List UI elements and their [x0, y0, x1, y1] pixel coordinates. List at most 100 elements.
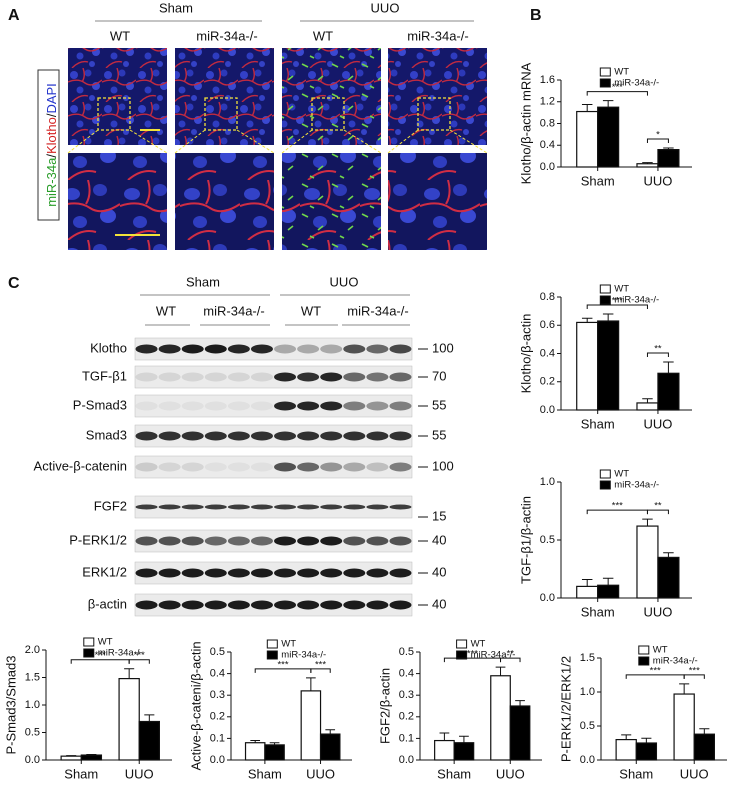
bar — [264, 744, 285, 761]
blot-band — [297, 568, 320, 578]
blot-band — [250, 536, 273, 546]
bar — [597, 106, 620, 168]
y-tick-label: 1.0 — [25, 699, 40, 711]
significance-label: *** — [134, 650, 145, 661]
blot-band — [227, 431, 250, 441]
blot-band — [158, 536, 181, 546]
blot-band — [343, 568, 366, 578]
significance-label: *** — [277, 659, 288, 670]
blot-band — [204, 462, 227, 472]
blot-band — [158, 372, 181, 382]
error-bar — [144, 714, 155, 722]
bar — [597, 320, 620, 411]
error-bar — [325, 729, 336, 735]
blot-band — [320, 600, 343, 610]
x-tick-label: Sham — [581, 604, 615, 619]
y-axis-label: FGF2/β-actin — [377, 668, 392, 744]
significance-label: *** — [650, 665, 661, 676]
y-tick-label: 0.0 — [25, 754, 40, 766]
blot-label: FGF2 — [94, 498, 127, 513]
micrograph — [388, 153, 487, 250]
group-label: UUO — [330, 274, 359, 289]
x-tick-label: Sham — [437, 766, 471, 781]
blot-band — [274, 600, 297, 610]
significance-bracket — [586, 91, 648, 96]
blot-strip — [134, 529, 413, 553]
zoom-guide — [236, 129, 275, 154]
blot-band — [343, 431, 366, 441]
zoom-guide — [449, 129, 488, 154]
blot-band — [343, 344, 366, 354]
zoom-guide — [174, 129, 206, 154]
y-tick-label: 0.0 — [399, 754, 414, 766]
blot-strip — [134, 455, 413, 479]
blot-band — [297, 344, 320, 354]
zoom-box — [204, 97, 238, 131]
y-tick-label: 0.0 — [210, 754, 225, 766]
column-label: miR-34a-/- — [347, 303, 408, 318]
y-tick-label: 1.0 — [540, 476, 555, 488]
blot-band — [320, 568, 343, 578]
significance-bracket — [683, 674, 705, 679]
y-tick-label: 0.2 — [210, 711, 225, 723]
error-bar — [515, 700, 525, 706]
marker-size: 100 — [432, 340, 454, 355]
blot-band — [158, 568, 181, 578]
legend-swatch — [266, 639, 278, 649]
blot-band — [274, 504, 297, 510]
error-bar — [439, 732, 450, 741]
zoom-box — [97, 97, 131, 131]
bar — [138, 720, 161, 761]
y-tick-label: 0.3 — [399, 689, 414, 701]
legend-swatch — [456, 650, 468, 660]
significance-label: ** — [507, 649, 515, 660]
y-tick-label: 1.5 — [25, 671, 40, 683]
zoom-guide — [67, 129, 99, 154]
blot-band — [135, 600, 158, 610]
marker-size: 40 — [432, 564, 446, 579]
bar — [636, 525, 659, 599]
column-label: miR-34a-/- — [407, 28, 468, 43]
blot-band — [389, 536, 412, 546]
error-bar — [306, 677, 316, 691]
legend-swatch — [599, 67, 611, 77]
micrograph — [68, 153, 167, 250]
blot-label: P-Smad3 — [73, 397, 127, 412]
blot-band — [250, 600, 273, 610]
marker-size: 55 — [432, 427, 446, 442]
blot-band — [227, 536, 250, 546]
significance-label: *** — [612, 295, 623, 306]
zoom-box — [311, 97, 345, 131]
significance-label: *** — [689, 665, 700, 676]
micrograph — [68, 48, 167, 145]
blot-band — [343, 504, 366, 510]
blot-band — [204, 568, 227, 578]
legend-swatch — [456, 639, 468, 649]
blot-band — [366, 401, 389, 411]
marker-size: 70 — [432, 368, 446, 383]
y-tick-label: 1.0 — [580, 686, 595, 698]
blot-band — [366, 600, 389, 610]
y-tick-label: 0.4 — [399, 668, 414, 680]
blot-band — [204, 431, 227, 441]
blot-band — [274, 401, 297, 411]
legend-swatch — [638, 645, 650, 655]
legend-swatch — [83, 637, 95, 647]
x-tick-label: Sham — [581, 416, 615, 431]
bar — [80, 754, 103, 761]
legend-label: miR-34a-/- — [471, 650, 516, 661]
blot-band — [227, 372, 250, 382]
y-tick-label: 2.0 — [25, 644, 40, 656]
blot-band — [158, 504, 181, 510]
significance-bracket — [646, 352, 669, 357]
x-tick-label: UUO — [125, 766, 154, 781]
blot-label: TGF-β1 — [82, 368, 127, 383]
stain-part: / — [44, 154, 59, 158]
blot-band — [181, 401, 204, 411]
y-tick-label: 0.4 — [540, 347, 555, 359]
error-bar — [581, 317, 593, 323]
legend-swatch — [599, 469, 611, 479]
legend-swatch — [599, 284, 611, 294]
error-bar — [642, 398, 653, 403]
error-bar — [699, 728, 710, 735]
